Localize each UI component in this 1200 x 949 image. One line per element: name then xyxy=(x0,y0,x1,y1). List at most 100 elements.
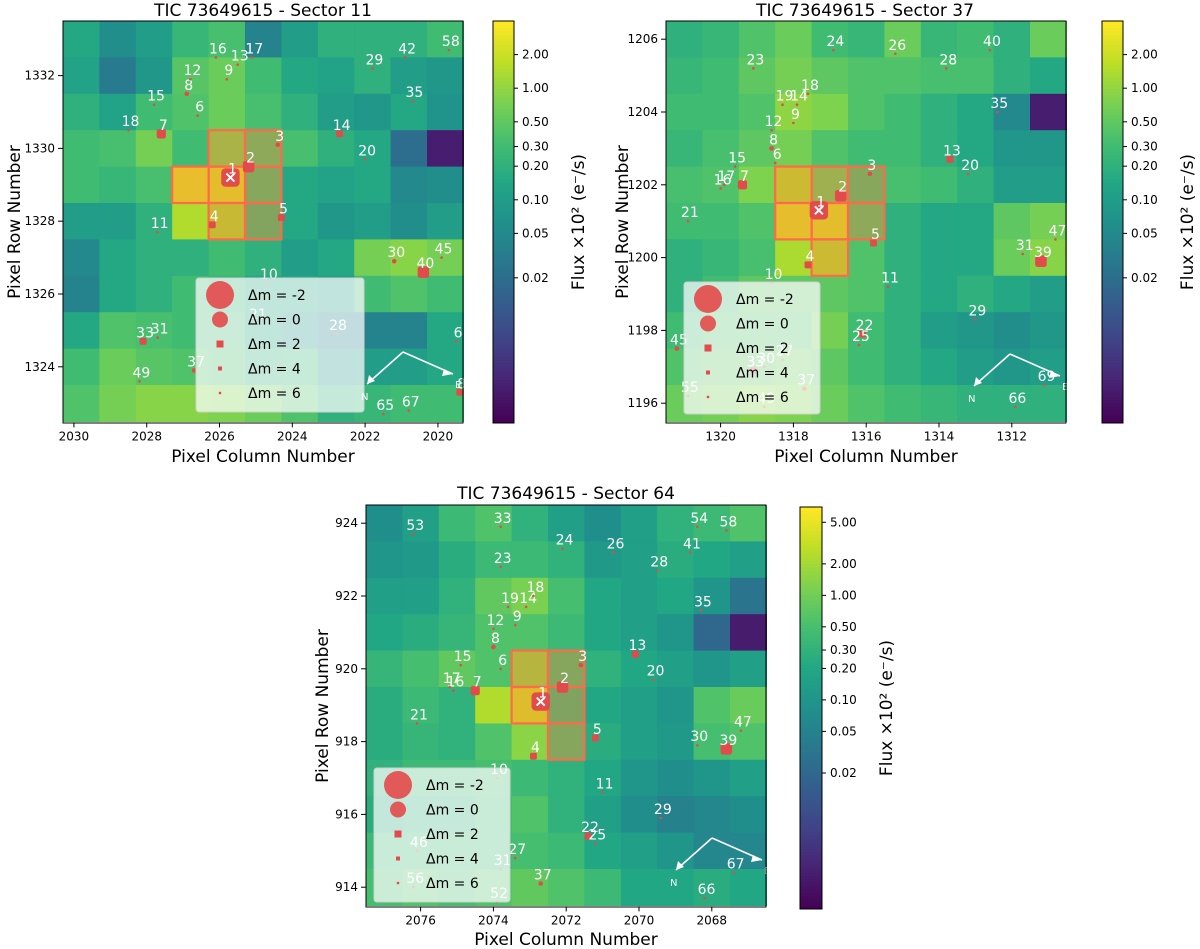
star-marker xyxy=(139,337,147,345)
sector-37-ylabel: Pixel Row Number xyxy=(613,145,633,299)
colorbar-step xyxy=(800,654,822,659)
star-label: 26 xyxy=(607,536,625,552)
sector-64-pixel xyxy=(438,650,476,688)
sector-64-pixel xyxy=(620,650,658,688)
colorbar-frame xyxy=(492,20,515,424)
sector-37-heatmap xyxy=(666,21,1067,422)
sector-11-pixel xyxy=(172,239,210,277)
colorbar-tick-label: 0.10 xyxy=(1131,193,1158,207)
colorbar-step xyxy=(1102,406,1123,411)
star-marker xyxy=(631,650,639,658)
sector-11-aperture-pixel xyxy=(207,201,247,241)
colorbar-step xyxy=(800,788,822,793)
colorbar-step xyxy=(1102,114,1123,119)
star-marker xyxy=(250,56,254,59)
colorbar-step xyxy=(800,711,822,716)
colorbar-step xyxy=(800,550,822,555)
star-label: 13 xyxy=(628,638,646,654)
sector-11-pixel xyxy=(245,21,282,58)
legend-marker xyxy=(206,281,234,309)
colorbar-step xyxy=(493,416,514,421)
colorbar-step xyxy=(1102,402,1123,407)
sector-11-pixel xyxy=(99,275,137,313)
sector-11-pixel xyxy=(135,21,173,58)
sector-37-pixel xyxy=(920,21,958,58)
colorbar-step xyxy=(1102,379,1123,384)
colorbar-step xyxy=(800,517,822,521)
y-tick-label: 1324 xyxy=(24,360,55,374)
sector-11-pixel xyxy=(208,239,246,277)
colorbar-step xyxy=(493,339,514,344)
sector-37-pixel xyxy=(775,239,813,277)
colorbar-step xyxy=(493,91,514,96)
compass-arrowhead-icon xyxy=(974,371,1060,386)
sector-11-pixel xyxy=(427,21,464,58)
sector-37-pixel xyxy=(1030,385,1067,422)
sector-37-pixel xyxy=(920,57,958,95)
sector-11-pixel xyxy=(99,93,137,131)
sector-37-pixel xyxy=(775,130,813,168)
sector-37-pixel xyxy=(1030,203,1067,240)
colorbar-step xyxy=(1102,366,1123,370)
star-marker xyxy=(448,685,452,689)
star-marker xyxy=(538,881,544,886)
colorbar-step xyxy=(1102,24,1123,29)
star-label: 3 xyxy=(275,129,284,145)
sector-11-colorbar: 2.00 1.00 0.50 0.30 0.20 0.10 0.05 0.02 Flux ×10… xyxy=(492,20,589,424)
colorbar-step xyxy=(493,168,514,173)
star-label: 2 xyxy=(838,180,847,196)
sector-37-pixel xyxy=(993,57,1031,95)
star-label: 47 xyxy=(1049,223,1067,239)
sector-37-pixel xyxy=(920,385,958,422)
target-cross-icon xyxy=(225,172,236,183)
colorbar-label: Flux ×10² (e⁻/s) xyxy=(877,640,897,776)
star-marker xyxy=(806,92,810,96)
sector-37-aperture-pixel xyxy=(846,201,886,241)
star-label: 8 xyxy=(184,78,193,94)
star-marker xyxy=(732,871,735,874)
sector-64-pixel xyxy=(548,759,585,797)
colorbar-step xyxy=(493,148,514,153)
star-label: 18 xyxy=(122,114,140,130)
colorbar-step xyxy=(493,44,514,49)
colorbar-step xyxy=(1102,345,1123,350)
sector-37-pixel xyxy=(957,57,995,95)
star-marker xyxy=(407,409,411,412)
star-label: 13 xyxy=(231,49,249,65)
sector-11-pixel xyxy=(63,21,100,58)
colorbar-step xyxy=(1102,268,1123,273)
sector-11-pixel xyxy=(135,348,173,386)
sector-11-pixel xyxy=(390,312,428,350)
colorbar-step xyxy=(800,590,822,595)
sector-64-pixel xyxy=(584,796,622,834)
colorbar-step xyxy=(493,118,514,122)
star-marker xyxy=(720,743,733,755)
colorbar-step xyxy=(800,758,822,763)
sector-64-pixel xyxy=(693,687,731,724)
colorbar-step xyxy=(493,47,514,52)
star-label: 11 xyxy=(881,271,899,287)
sector-64-pixel xyxy=(620,614,658,652)
sector-37-pixel xyxy=(666,203,703,240)
sector-11-pixel xyxy=(245,203,282,240)
colorbar-tick-label: 0.02 xyxy=(1131,271,1158,285)
sector-11-x-ticks: 2030 2028 2026 2024 2022 2020 xyxy=(59,422,453,443)
sector-64-pixel xyxy=(511,650,549,688)
colorbar-step xyxy=(800,835,822,840)
star-marker xyxy=(382,412,385,416)
y-tick-label: 1200 xyxy=(627,251,658,265)
sector-64-pixel xyxy=(548,687,585,724)
star-label: 7 xyxy=(473,675,482,691)
colorbar-step xyxy=(800,744,822,749)
star-marker xyxy=(974,318,977,321)
star-label: 5 xyxy=(593,722,602,738)
sector-11-pixel xyxy=(135,130,173,168)
star-label: 1 xyxy=(538,686,547,702)
colorbar-step xyxy=(800,831,822,836)
colorbar-step xyxy=(800,677,822,682)
colorbar-step xyxy=(1102,248,1123,253)
colorbar-tick-label: 0.30 xyxy=(522,140,549,154)
star-marker xyxy=(719,187,722,190)
sector-11-pixel xyxy=(63,275,100,313)
